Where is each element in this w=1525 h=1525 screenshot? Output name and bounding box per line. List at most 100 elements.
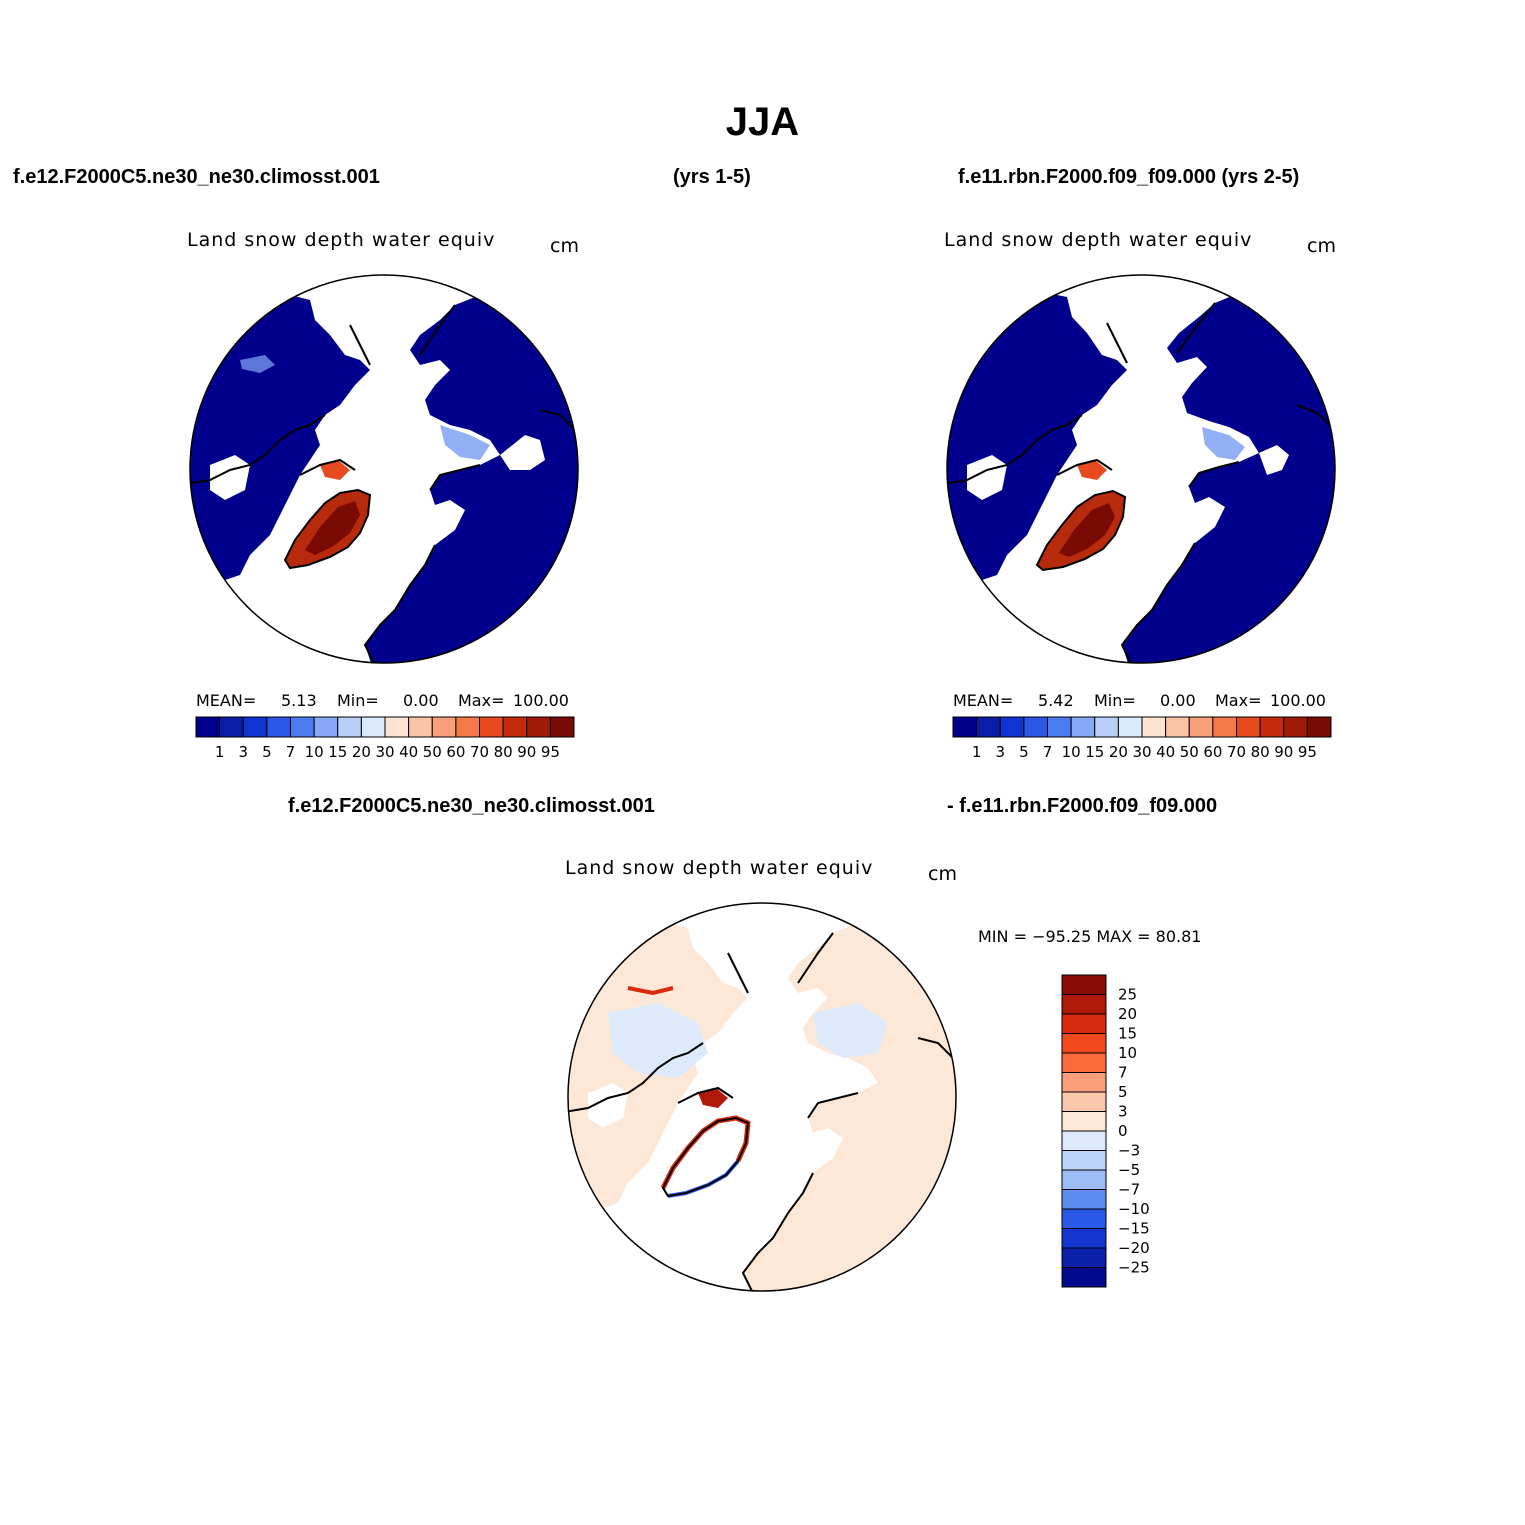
colorbar-swatch (1061, 1208, 1107, 1229)
colorbar-tick-label: 7 (286, 743, 296, 761)
arctic-islands-diff (698, 1088, 728, 1108)
snow-region-america (588, 1083, 628, 1128)
panel2-min-value: 0.00 (1160, 691, 1196, 710)
colorbar-tick-label: 30 (1132, 743, 1151, 761)
colorbar-tick-label: 70 (1227, 743, 1246, 761)
greenland-core (1059, 503, 1115, 557)
colorbar-swatch (1236, 716, 1261, 738)
colorbar-swatch (1061, 1072, 1107, 1093)
colorbar-swatch (1061, 1091, 1107, 1112)
colorbar-swatch (549, 716, 575, 738)
colorbar-swatch (384, 716, 410, 738)
colorbar-tick-label: 3 (1118, 1103, 1128, 1121)
colorbar-tick-label: −25 (1118, 1259, 1150, 1277)
colorbar-swatch (242, 716, 268, 738)
panel2-min-label: Min= (1094, 691, 1136, 710)
colorbar-swatch (1061, 1111, 1107, 1132)
colorbar-tick-label: 30 (375, 743, 394, 761)
colorbar-swatch (1070, 716, 1096, 738)
page-title: JJA (725, 100, 800, 144)
coastlines (190, 304, 576, 663)
colorbar-swatch (1061, 994, 1107, 1015)
colorbar-swatch (337, 716, 362, 738)
colorbar-swatch (455, 716, 480, 738)
panel1-mean-value: 5.13 (281, 691, 317, 710)
colorbar-swatch (1061, 1033, 1107, 1054)
colorbar-tick-label: 1 (215, 743, 225, 761)
land-north-america (190, 295, 370, 585)
colorbar-swatch (1094, 716, 1119, 738)
colorbar-tick-label: 20 (1118, 1005, 1137, 1023)
colorbar-tick-label: 40 (399, 743, 418, 761)
colorbar-tick-label: 15 (1085, 743, 1104, 761)
panel1-max-value: 100.00 (513, 691, 569, 710)
colorbar-tick-label: −3 (1118, 1142, 1140, 1160)
colorbar-swatch (1061, 1052, 1107, 1073)
colorbar-swatch (360, 716, 386, 738)
colorbar-tick-label: 70 (470, 743, 489, 761)
panel2-mean-value: 5.42 (1038, 691, 1074, 710)
colorbar-tick-label: 5 (262, 743, 272, 761)
case2-name: f.e11.rbn.F2000.f09_f09.000 (yrs 2-5) (958, 166, 1300, 188)
map-boundary-circle (946, 274, 1336, 664)
colorbar-swatch (431, 716, 457, 738)
colorbar-swatch (1188, 716, 1214, 738)
colorbar-swatch (999, 716, 1025, 738)
colorbar-swatch (952, 716, 978, 738)
colorbar-swatch (502, 716, 528, 738)
colorbar-tick-label: 90 (517, 743, 536, 761)
colorbar-tick-label: −5 (1118, 1161, 1140, 1179)
colorbar-swatch (1047, 716, 1072, 738)
panel2-max-label: Max= (1215, 691, 1262, 710)
colorbar-swatch (1165, 716, 1190, 738)
colorbar-swatch (976, 716, 1001, 738)
colorbar-swatch (1061, 1013, 1107, 1034)
colorbar-swatch (1061, 1150, 1107, 1171)
panel3-variable-title: Land snow depth water equiv (565, 857, 874, 879)
negative-diff-patch-eu (813, 1003, 888, 1058)
panel1-min-label: Min= (337, 691, 379, 710)
coastlines (947, 302, 1333, 663)
panel2-colorbar: 1 3 5 7 10 15 20 30 40 50 60 70 80 90 95 (952, 716, 1332, 761)
land-eurasia-africa (365, 290, 578, 663)
colorbar-tick-label: 90 (1274, 743, 1293, 761)
colorbar-swatch (1061, 1169, 1107, 1190)
colorbar-swatch (1212, 716, 1237, 738)
colorbar-tick-label: 40 (1156, 743, 1175, 761)
colorbar-tick-label: 60 (1203, 743, 1222, 761)
panel2-variable-title: Land snow depth water equiv (944, 229, 1253, 251)
colorbar-tick-label: 5 (1118, 1083, 1128, 1101)
colorbar-tick-label: 20 (352, 743, 371, 761)
colorbar-tick-label: 50 (1180, 743, 1199, 761)
land-light-blue-patch (1202, 427, 1245, 460)
colorbar-tick-label: 10 (1062, 743, 1081, 761)
colorbar-tick-label: −15 (1118, 1220, 1150, 1238)
greenland-diff-white (663, 1118, 748, 1196)
colorbar-swatch (1061, 1228, 1107, 1249)
colorbar-tick-label: 7 (1118, 1064, 1128, 1082)
snow-region-eurasia (500, 435, 545, 470)
colorbar-swatch (1117, 716, 1143, 738)
colorbar-swatch (1283, 716, 1308, 738)
diff-case1-label: f.e12.F2000C5.ne30_ne30.climosst.001 (288, 795, 655, 817)
colorbar-swatch (1061, 1247, 1107, 1268)
colorbar-tick-label: 1 (972, 743, 982, 761)
negative-diff-patch-na (608, 1003, 708, 1078)
snow-region-eurasia (1259, 445, 1289, 475)
colorbar-tick-label: 3 (238, 743, 248, 761)
arctic-islands-snow (320, 460, 350, 480)
colorbar-swatch (408, 716, 433, 738)
colorbar-swatch (1259, 716, 1285, 738)
panel1-mean-label: MEAN= (196, 691, 257, 710)
alaska-diff-edge (627, 986, 674, 996)
colorbar-tick-label: 25 (1118, 986, 1137, 1004)
panel2-max-value: 100.00 (1270, 691, 1326, 710)
panel2-units: cm (1307, 235, 1336, 257)
colorbar-swatch (1061, 1267, 1107, 1288)
colorbar-tick-label: 50 (423, 743, 442, 761)
colorbar-swatch (290, 716, 315, 738)
land-light-blue-patch2 (240, 355, 275, 373)
panel3-min-max: MIN = −95.25 MAX = 80.81 (978, 927, 1202, 946)
colorbar-tick-label: 95 (1298, 743, 1317, 761)
land-eurasia-africa (1122, 287, 1335, 663)
